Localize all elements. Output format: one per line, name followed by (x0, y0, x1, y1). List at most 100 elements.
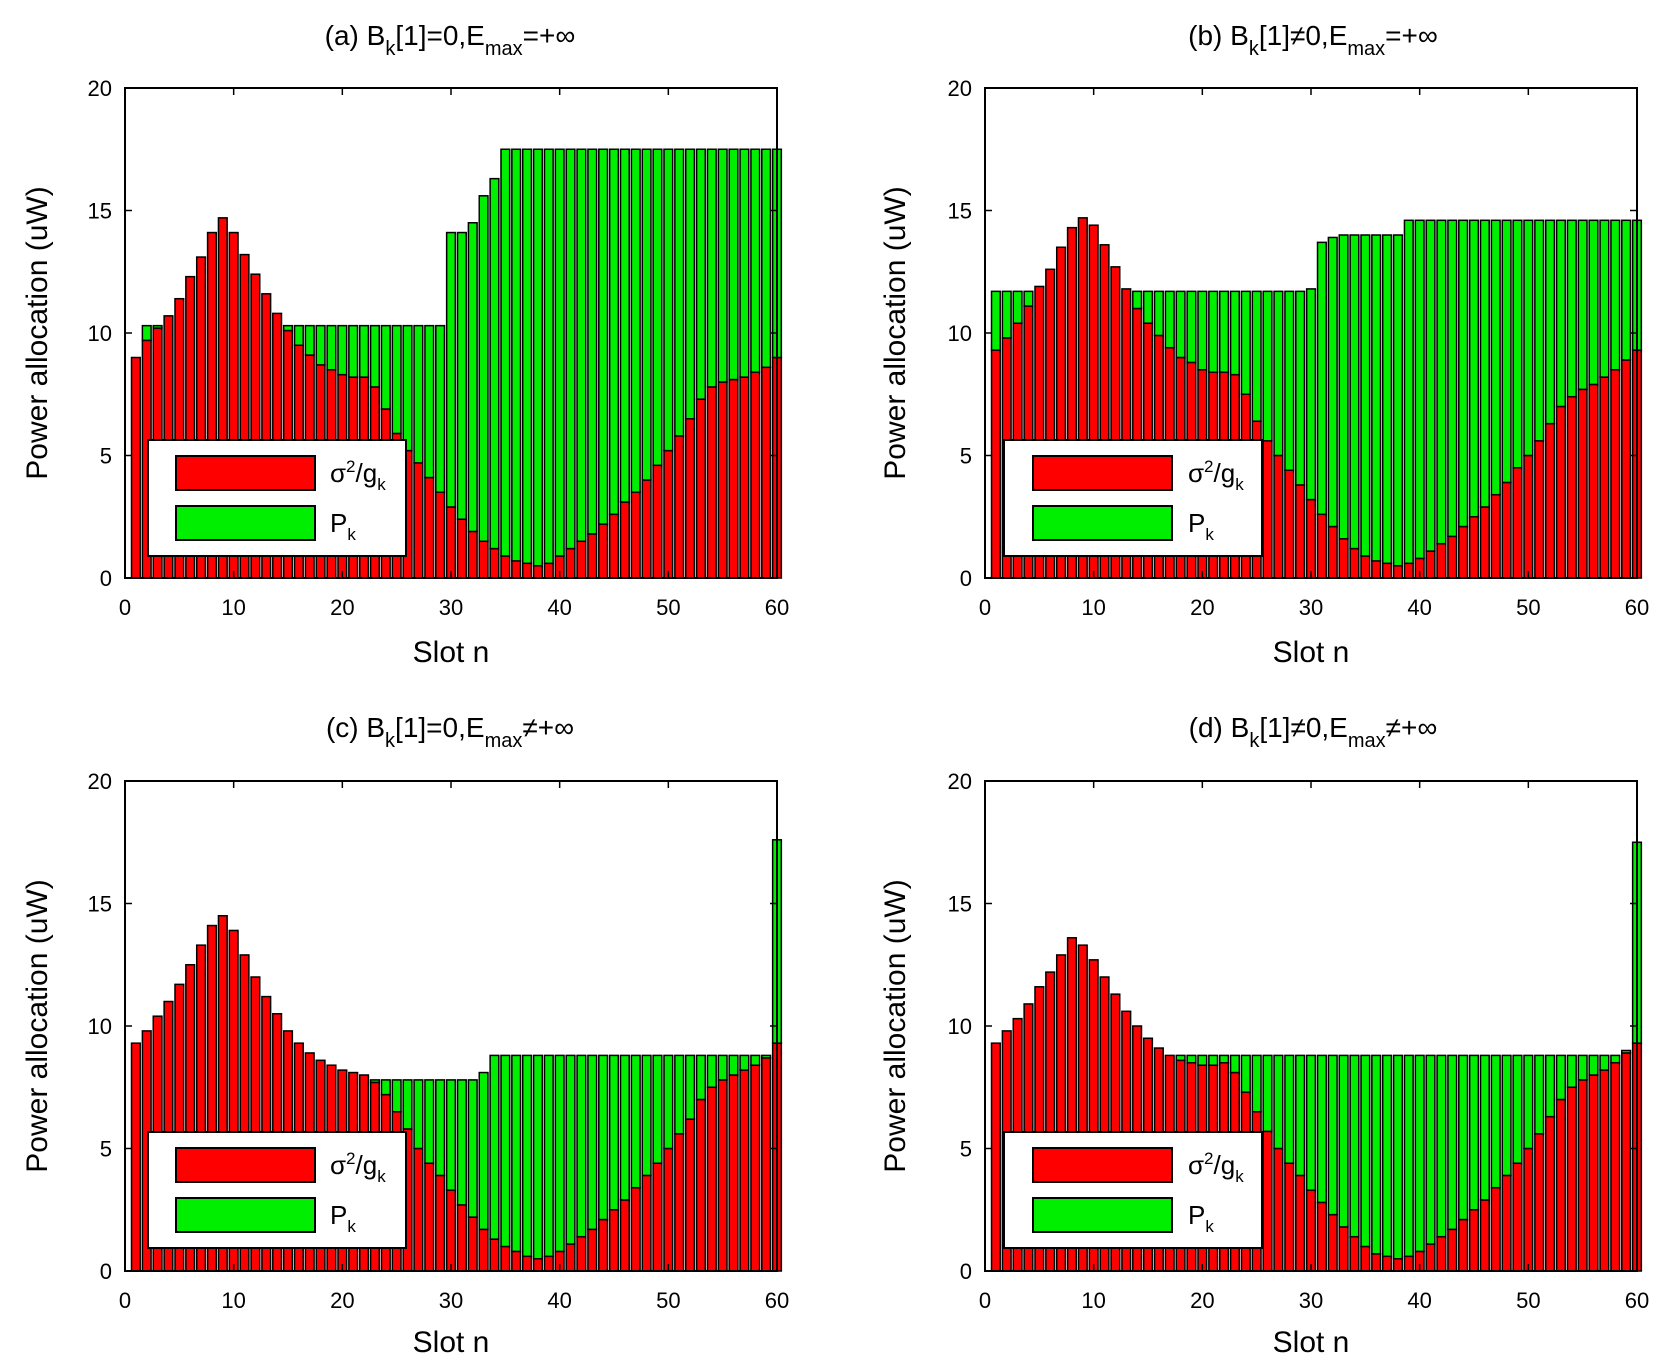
panel-a-bar-power-57 (739, 148, 750, 378)
panel-a-bar-power-25 (391, 324, 402, 435)
panel-c-bar-power-57 (739, 1054, 750, 1071)
panel-d-bar-power-37 (1381, 1054, 1393, 1258)
panel-c-bar-noise-36 (511, 1250, 522, 1272)
panel-b-bar-noise-54 (1566, 395, 1577, 579)
panel-d-bar-noise-39 (1403, 1255, 1414, 1272)
panel-d-bar-noise-52 (1544, 1115, 1556, 1272)
panel-b-ylabel: Power allocation (uW) (879, 186, 912, 479)
panel-d-bar-power-43 (1447, 1054, 1458, 1231)
panel-d-bar-power-25 (1251, 1054, 1262, 1113)
panel-b-bar-noise-56 (1588, 383, 1599, 579)
panel-d-bar-power-40 (1414, 1054, 1425, 1253)
panel-b-bar-power-57 (1599, 219, 1610, 378)
panel-d-bar-noise-41 (1425, 1243, 1436, 1272)
panel-c-bar-power-41 (565, 1054, 576, 1245)
panel-b-title-prefix: (b) B (1188, 20, 1249, 51)
panel-c-bar-noise-38 (532, 1258, 544, 1272)
panel-a-legend: σ2/gk Pk (147, 439, 407, 557)
panel-b-bar-power-33 (1338, 234, 1349, 540)
panel-b-legend-label-0: σ2/gk (1188, 457, 1244, 494)
panel-b-bar-power-16 (1153, 290, 1164, 337)
panel-b-ytick-label-5: 5 (960, 444, 972, 469)
panel-b-bar-noise-52 (1544, 422, 1556, 579)
panel-a-bar-noise-39 (543, 562, 554, 579)
panel-c-ytick-label-5: 5 (100, 1137, 112, 1162)
panel-c-ticks: 0 10 20 30 40 50 60 0 5 10 15 20 (88, 769, 790, 1313)
panel-d-bar-power-32 (1327, 1054, 1338, 1216)
panel-c-bar-noise-54 (706, 1086, 717, 1272)
panel-b-ticks: 0 10 20 30 40 50 60 0 5 10 15 20 (948, 76, 1650, 620)
panel-c-bar-power-43 (587, 1054, 598, 1231)
panel-d-bar-noise-31 (1316, 1201, 1327, 1272)
panel-b-bar-noise-41 (1425, 550, 1436, 579)
panel-a-xtick-label-10: 10 (221, 595, 245, 620)
panel-a-xtick-label-20: 20 (330, 595, 354, 620)
panel-d-bar-power-56 (1588, 1054, 1599, 1076)
panel-b-bar-noise-1 (990, 349, 1001, 579)
panel-b-bar-noise-55 (1577, 388, 1588, 579)
panel-d-title-prefix: (d) B (1189, 712, 1250, 743)
panel-a-bar-power-38 (532, 148, 544, 567)
panel-a-ytick-label-15: 15 (88, 199, 112, 224)
panel-d-bar-noise-27 (1273, 1147, 1284, 1272)
panel-c-bar-noise-30 (445, 1189, 457, 1272)
panel-c-bar-noise-50 (663, 1147, 674, 1272)
panel-b-bar-power-41 (1425, 219, 1436, 552)
panel-c-title: (c) Bk[1]=0,Emax≠+∞ (326, 712, 574, 752)
panel-a-bar-noise-58 (750, 371, 761, 579)
panel-c-bar-power-34 (489, 1054, 500, 1240)
panel-b-bar-noise-28 (1284, 469, 1295, 579)
panel-a-bar-power-17 (304, 324, 315, 356)
panel-d-xtick-label-20: 20 (1190, 1288, 1214, 1313)
panel-c-bar-power-54 (706, 1054, 717, 1089)
panel-a-bar-power-41 (565, 148, 576, 550)
panel-c-legend-swatch-0 (175, 1147, 316, 1183)
panel-c-bar-noise-45 (608, 1209, 620, 1272)
panel-d-bar-noise-34 (1349, 1235, 1360, 1272)
panel-a-bar-power-43 (587, 148, 598, 535)
panel-d-bar-power-44 (1458, 1054, 1469, 1221)
panel-b-xtick-label-30: 30 (1299, 595, 1323, 620)
panel-d-bar-power-34 (1349, 1054, 1360, 1238)
panel-d-bar-power-18 (1175, 1054, 1186, 1062)
panel-d-legend-swatch-1 (1032, 1197, 1173, 1233)
panel-c-bar-power-50 (663, 1054, 674, 1150)
panel-d-ytick-label-20: 20 (948, 769, 972, 794)
panel-a-bar-power-46 (619, 148, 630, 503)
panel-d-bar-power-22 (1218, 1054, 1230, 1064)
panel-d-bar-noise-35 (1360, 1245, 1371, 1272)
panel-a-title-sub1: k (385, 38, 396, 60)
panel-d-xtick-label-0: 0 (979, 1288, 991, 1313)
panel-a-bar-noise-47 (630, 491, 641, 579)
panel-b-ytick-label-0: 0 (960, 566, 972, 591)
panel-c-bar-noise-42 (576, 1235, 587, 1272)
panel-c-bar-noise-58 (750, 1064, 761, 1272)
panel-a-bar-noise-1 (130, 356, 141, 579)
panel-b-bar-power-14 (1132, 290, 1143, 310)
panel-b-bar-noise-31 (1316, 513, 1327, 579)
panel-a-bar-power-50 (663, 148, 674, 452)
panel-d-bar-noise-38 (1392, 1258, 1404, 1272)
panel-c-legend: σ2/gk Pk (147, 1131, 407, 1249)
panel-a-bar-power-49 (652, 148, 663, 467)
panel-d-bar-power-48 (1501, 1054, 1512, 1177)
panel-c-bar-noise-43 (587, 1228, 598, 1272)
panel-a-bar-power-3 (152, 324, 163, 329)
panel-a-bar-noise-34 (489, 547, 500, 579)
panel-b-bar-noise-53 (1555, 405, 1567, 579)
panel-d-bar-power-35 (1360, 1054, 1371, 1248)
panel-b-title-sub2: max (1347, 38, 1385, 60)
panel-d-bar-power-36 (1371, 1054, 1382, 1255)
panel-b-bar-power-21 (1208, 290, 1219, 373)
panel-a-bar-noise-46 (619, 501, 630, 579)
panel-b-bar-noise-33 (1338, 538, 1349, 579)
panel-a: (a) Bk[1]=0,Emax=+∞ 0 10 20 30 40 50 60 0 5 10 15 2… (21, 20, 789, 669)
panel-d-bar-power-38 (1392, 1054, 1404, 1260)
panel-d-bar-power-41 (1425, 1054, 1436, 1245)
panel-a-bar-power-56 (728, 148, 739, 381)
panel-d-ytick-label-5: 5 (960, 1137, 972, 1162)
panel-b-bar-noise-50 (1523, 454, 1534, 579)
panel-d-bar-power-31 (1316, 1054, 1327, 1204)
panel-d-bar-noise-44 (1458, 1218, 1469, 1272)
panel-c-bar-noise-34 (489, 1238, 500, 1272)
